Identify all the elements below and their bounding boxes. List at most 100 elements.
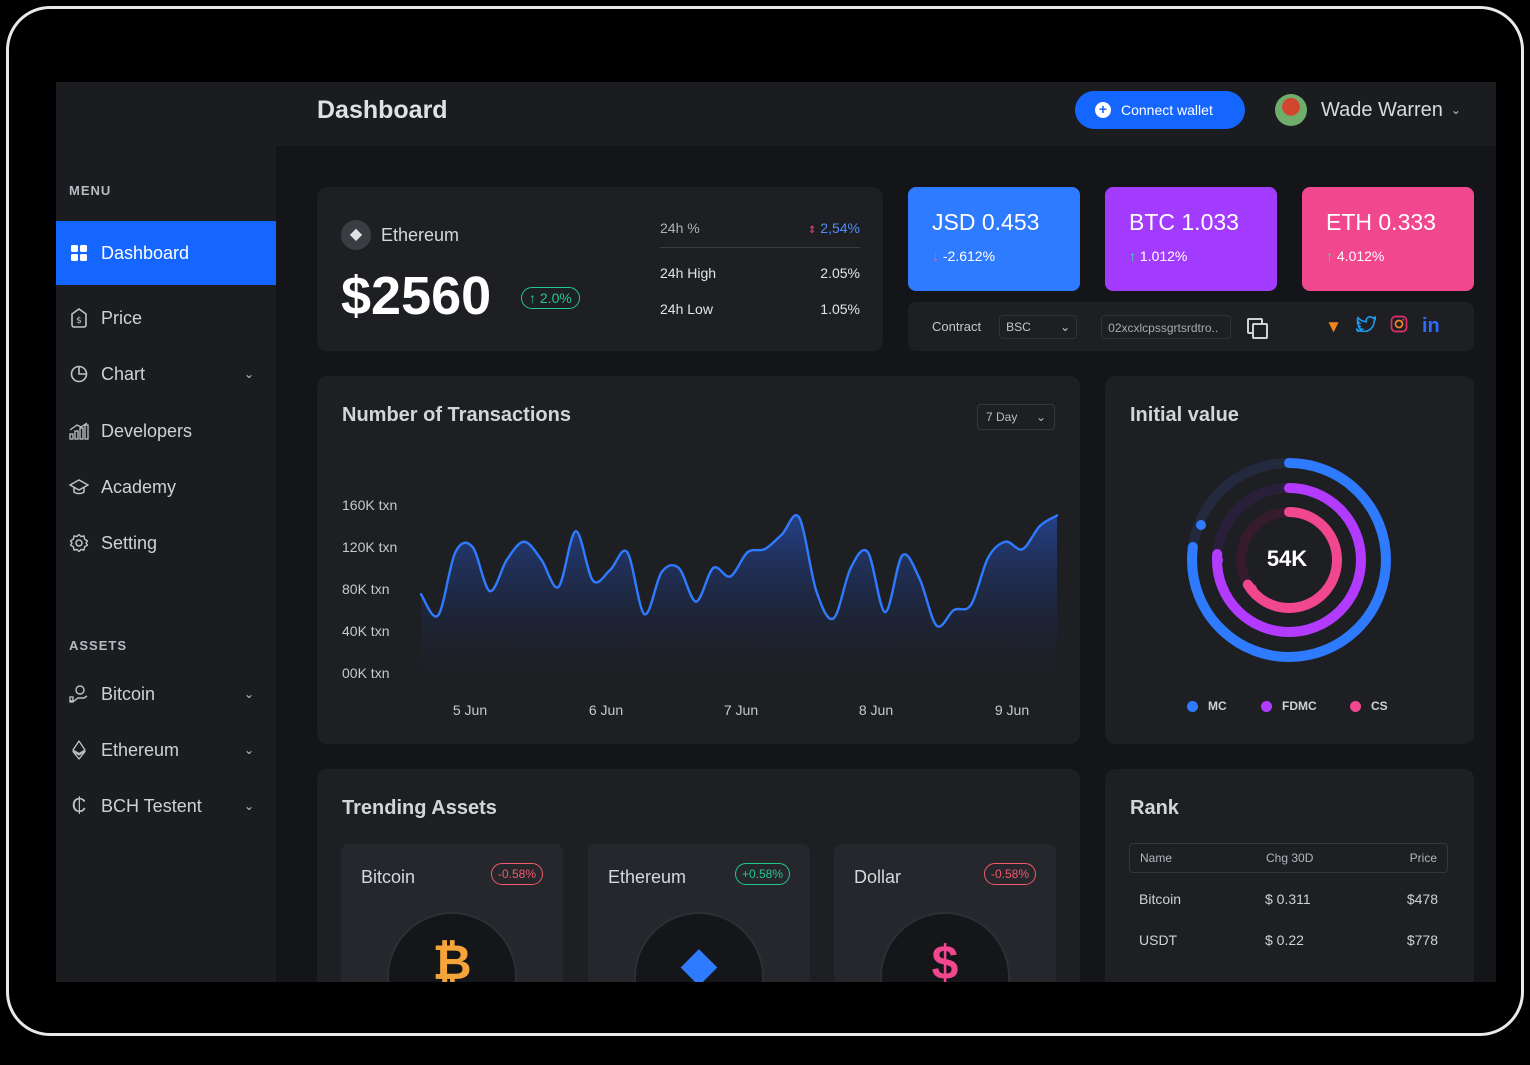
sidebar-item-dashboard[interactable]: Dashboard	[56, 221, 276, 285]
ring-cs	[1236, 507, 1342, 613]
linkedin-icon[interactable]: in	[1421, 315, 1440, 337]
ring-end-dot-cs	[1247, 584, 1257, 594]
sidebar-item-price[interactable]: $ Price	[56, 290, 276, 346]
data-point	[952, 608, 956, 612]
price-tag-icon: $	[69, 308, 89, 328]
transactions-card: Number of Transactions 7 Day ⌄ 160K txn 1…	[317, 376, 1080, 744]
bitcoin-icon: ₿	[432, 937, 472, 982]
sidebar-item-bch-testent[interactable]: ₵ BCH Testent ⌄	[56, 778, 276, 834]
stat-value: ⇕ 2,54%	[808, 220, 860, 236]
tile-title: ETH 0.333	[1326, 209, 1436, 235]
svg-text:$: $	[76, 316, 82, 326]
data-point	[454, 551, 457, 554]
cell-price: $778	[1406, 931, 1438, 948]
ring-end-dot-fdmc	[1213, 555, 1223, 565]
data-point	[557, 585, 560, 589]
sidebar-item-label: Academy	[101, 476, 177, 497]
sidebar-item-developers[interactable]: Developers	[56, 403, 276, 459]
tile-btc[interactable]: BTC 1.033 ↑ 1.012%	[1105, 187, 1277, 291]
chevron-down-icon[interactable]: ⌄	[243, 743, 254, 757]
gear-icon	[69, 533, 89, 553]
x-tick-label: 5 Jun	[453, 702, 487, 718]
rank-card: Rank Name Chg 30D Price Bitcoin $ 0.311 …	[1105, 769, 1474, 982]
table-row[interactable]: Bitcoin $ 0.311 $478	[1129, 878, 1448, 919]
asset-change-badge: -0.58%	[490, 863, 543, 885]
network-value: BSC	[1006, 319, 1031, 334]
user-menu[interactable]: Wade Warren ⌄	[1275, 94, 1461, 126]
stat-24h-percent: 24h % ⇕ 2,54%	[660, 220, 860, 236]
sidebar-item-chart[interactable]: Chart ⌄	[56, 346, 276, 402]
column-header-chg[interactable]: Chg 30D	[1266, 851, 1314, 865]
metamask-fox-icon[interactable]: ▼	[1325, 316, 1342, 336]
y-tick-label: 160K txn	[342, 497, 397, 513]
asset-card-ethereum[interactable]: Ethereum +0.58% ◆	[588, 844, 810, 982]
card-title: Rank	[1130, 797, 1179, 819]
chevron-down-icon[interactable]: ⌄	[243, 367, 254, 381]
sidebar-item-setting[interactable]: Setting	[56, 515, 276, 571]
data-point	[1038, 524, 1042, 528]
data-point	[608, 568, 612, 572]
copy-icon[interactable]	[1247, 317, 1269, 339]
tile-jsd[interactable]: JSD 0.453 ↓ -2.612%	[908, 187, 1080, 291]
tile-eth[interactable]: ETH 0.333 ↑ 4.012%	[1302, 187, 1474, 291]
data-point	[419, 593, 423, 596]
legend-item-fdmc: FDMC	[1261, 699, 1317, 713]
sidebar-item-bitcoin[interactable]: Bitcoin ⌄	[56, 666, 276, 722]
data-point	[918, 577, 921, 580]
cell-name: Bitcoin	[1139, 890, 1182, 907]
chevron-down-icon[interactable]: ⌄	[243, 687, 254, 701]
column-header-price[interactable]: Price	[1409, 851, 1437, 865]
data-point	[797, 516, 801, 519]
transactions-chart: 160K txn 120K txn 80K txn 40K txn 00K txn 5 J…	[342, 497, 1059, 718]
stat-24h-high: 24h High 2.05%	[660, 265, 860, 281]
ring-end-dot-mc	[1196, 520, 1206, 530]
table-row[interactable]: USDT $ 0.22 $778	[1129, 919, 1448, 960]
data-point	[1021, 547, 1024, 551]
network-select[interactable]: BSC ⌄	[999, 314, 1078, 339]
range-select[interactable]: 7 Day ⌄	[977, 404, 1055, 430]
data-point	[677, 566, 681, 570]
data-point	[574, 530, 577, 533]
sidebar-item-ethereum[interactable]: Ethereum ⌄	[56, 722, 276, 778]
y-tick-label: 120K txn	[342, 539, 397, 555]
area-fill	[421, 515, 1057, 673]
twitter-icon[interactable]	[1355, 315, 1379, 337]
data-point	[540, 558, 543, 561]
data-point	[780, 533, 784, 536]
contract-address[interactable]: 02xcxlcpssgrtsrdtro..	[1101, 314, 1232, 339]
sidebar-item-label: Ethereum	[101, 739, 180, 760]
data-point	[969, 603, 973, 606]
sidebar-item-academy[interactable]: Academy	[56, 459, 276, 515]
sidebar-item-label: Price	[101, 307, 143, 328]
legend-label: MC	[1208, 699, 1227, 713]
asset-card-bitcoin[interactable]: Bitcoin -0.58% ₿	[341, 844, 563, 982]
column-header-name[interactable]: Name	[1140, 851, 1173, 865]
data-point	[643, 613, 646, 616]
chevron-down-icon: ⌄	[1060, 319, 1071, 334]
graduation-cap-icon	[69, 477, 89, 497]
ethereum-logo-icon: ◆	[341, 220, 371, 250]
range-value: 7 Day	[986, 410, 1018, 424]
stat-label: 24h %	[660, 220, 700, 236]
grid-icon	[69, 243, 89, 263]
asset-name: Ethereum	[608, 867, 687, 887]
change-badge: ↑ 2.0%	[521, 287, 580, 309]
chevron-down-icon[interactable]: ⌄	[243, 799, 254, 813]
trending-assets-card: Trending Assets Bitcoin -0.58% ₿ Ethereu…	[317, 769, 1080, 982]
legend-dot	[1261, 700, 1272, 712]
data-point	[626, 551, 629, 554]
data-point	[866, 551, 870, 554]
cell-change: $ 0.311	[1265, 890, 1311, 907]
data-point	[694, 600, 698, 603]
data-point	[883, 610, 887, 614]
data-point	[849, 566, 852, 570]
bar-chart-icon	[69, 421, 89, 441]
stat-value: 2.05%	[820, 265, 860, 281]
instagram-icon[interactable]	[1390, 315, 1408, 338]
top-bar: Dashboard + Connect wallet Wade Warren ⌄	[276, 82, 1496, 146]
card-title: Trending Assets	[342, 797, 497, 819]
connect-wallet-button[interactable]: + Connect wallet	[1075, 91, 1245, 129]
asset-card-dollar[interactable]: Dollar -0.58% $	[834, 844, 1056, 982]
card-title: Initial value	[1130, 404, 1239, 426]
chevron-down-icon: ⌄	[1450, 103, 1461, 117]
